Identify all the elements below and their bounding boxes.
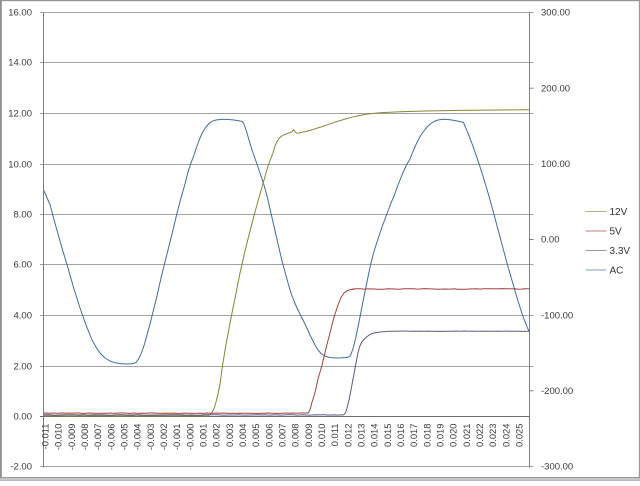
svg-text:0.016: 0.016 <box>395 424 406 447</box>
svg-text:-0.007: -0.007 <box>92 424 103 451</box>
svg-text:0.023: 0.023 <box>487 423 498 446</box>
svg-text:-0.003: -0.003 <box>145 424 156 451</box>
svg-text:-0.011: -0.011 <box>39 424 50 450</box>
svg-text:0.020: 0.020 <box>448 424 459 447</box>
svg-text:4.00: 4.00 <box>14 311 33 322</box>
svg-text:0.019: 0.019 <box>435 424 446 447</box>
svg-text:0.00: 0.00 <box>541 235 560 246</box>
svg-text:-100.00: -100.00 <box>541 310 573 321</box>
svg-text:12V: 12V <box>610 207 628 218</box>
svg-text:0.008: 0.008 <box>290 424 301 447</box>
svg-text:0.024: 0.024 <box>500 424 511 447</box>
svg-text:16.00: 16.00 <box>8 8 32 19</box>
svg-text:0.005: 0.005 <box>250 424 261 447</box>
svg-text:0.011: 0.011 <box>329 424 340 447</box>
svg-text:0.007: 0.007 <box>277 424 288 447</box>
svg-text:0.012: 0.012 <box>342 424 353 447</box>
svg-text:0.014: 0.014 <box>369 424 380 447</box>
svg-text:3.3V: 3.3V <box>610 246 631 257</box>
svg-text:0.006: 0.006 <box>263 424 274 447</box>
svg-text:6.00: 6.00 <box>14 260 33 271</box>
svg-text:0.004: 0.004 <box>237 424 248 447</box>
svg-text:-0.005: -0.005 <box>118 424 129 451</box>
svg-text:0.001: 0.001 <box>197 424 208 447</box>
svg-text:12.00: 12.00 <box>8 109 32 120</box>
svg-text:14.00: 14.00 <box>8 58 32 69</box>
svg-text:-0.006: -0.006 <box>105 424 116 451</box>
svg-text:0.018: 0.018 <box>421 424 432 447</box>
svg-text:AC: AC <box>610 266 624 277</box>
svg-text:-0.009: -0.009 <box>66 424 77 451</box>
svg-text:100.00: 100.00 <box>541 159 570 170</box>
svg-text:0.013: 0.013 <box>356 424 367 447</box>
svg-text:-0.001: -0.001 <box>171 424 182 451</box>
svg-text:0.015: 0.015 <box>382 424 393 447</box>
svg-text:-2.00: -2.00 <box>10 462 32 473</box>
svg-text:200.00: 200.00 <box>541 83 570 94</box>
svg-text:-200.00: -200.00 <box>541 386 573 397</box>
svg-text:-0.002: -0.002 <box>158 424 169 451</box>
svg-text:0.017: 0.017 <box>408 424 419 447</box>
svg-text:300.00: 300.00 <box>541 8 570 19</box>
svg-text:0.025: 0.025 <box>514 424 525 447</box>
svg-text:5V: 5V <box>610 227 623 238</box>
svg-text:0.021: 0.021 <box>461 424 472 447</box>
svg-text:0.00: 0.00 <box>14 412 33 423</box>
svg-text:-0.010: -0.010 <box>53 424 64 451</box>
svg-text:0.009: 0.009 <box>303 424 314 447</box>
svg-text:10.00: 10.00 <box>8 160 32 171</box>
svg-text:-0.008: -0.008 <box>79 424 90 451</box>
svg-text:8.00: 8.00 <box>14 210 33 221</box>
svg-text:-300.00: -300.00 <box>541 462 573 473</box>
svg-text:0.002: 0.002 <box>211 424 222 447</box>
svg-text:-0.000: -0.000 <box>184 424 195 451</box>
svg-text:2.00: 2.00 <box>14 362 33 373</box>
svg-text:0.010: 0.010 <box>316 424 327 447</box>
svg-text:0.003: 0.003 <box>224 424 235 447</box>
svg-text:0.022: 0.022 <box>474 424 485 447</box>
svg-text:-0.004: -0.004 <box>132 424 143 451</box>
